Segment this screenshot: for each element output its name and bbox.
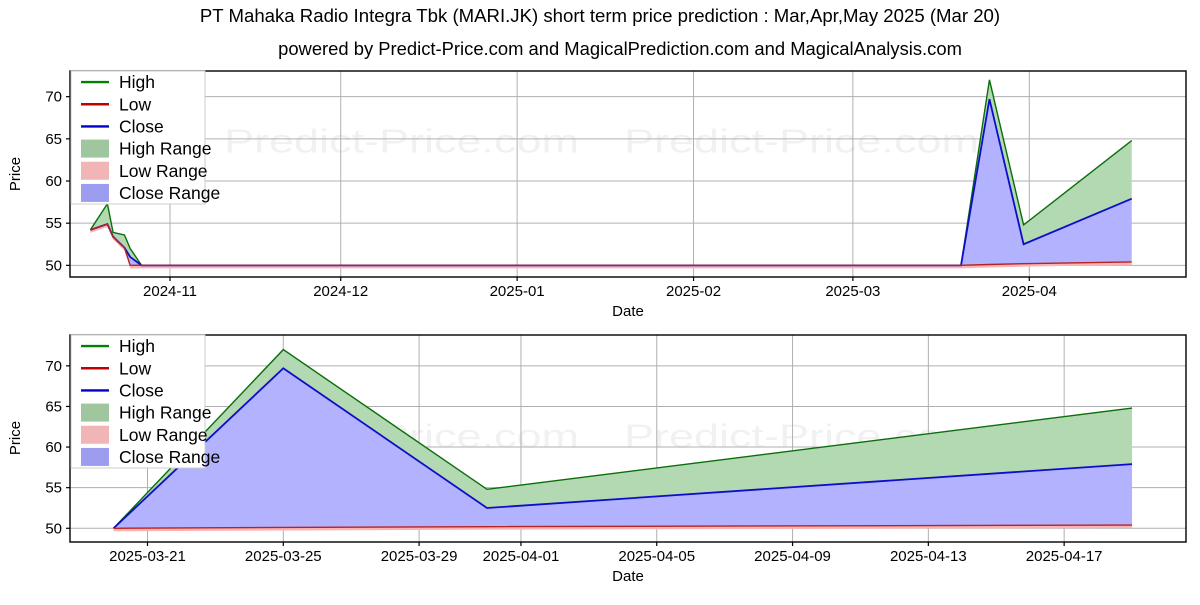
svg-text:Price: Price [7, 157, 24, 191]
svg-text:High: High [119, 336, 155, 356]
svg-text:55: 55 [45, 215, 62, 232]
svg-text:Price: Price [7, 421, 24, 455]
svg-text:Close Range: Close Range [119, 183, 220, 203]
svg-text:High Range: High Range [119, 403, 211, 423]
svg-text:Close: Close [119, 380, 164, 400]
svg-text:Close: Close [119, 116, 164, 136]
svg-text:Low: Low [119, 94, 151, 114]
svg-text:50: 50 [45, 257, 62, 274]
svg-text:High: High [119, 72, 155, 92]
svg-text:Predict-Price.com: Predict-Price.com [624, 123, 979, 160]
svg-text:2025-03-21: 2025-03-21 [109, 548, 186, 565]
svg-text:2025-04-01: 2025-04-01 [483, 548, 560, 565]
svg-text:powered by Predict-Price.com a: powered by Predict-Price.com and Magical… [278, 38, 962, 59]
svg-text:2024-12: 2024-12 [313, 283, 368, 300]
svg-text:2025-04-05: 2025-04-05 [618, 548, 695, 565]
svg-text:60: 60 [45, 439, 62, 456]
svg-text:55: 55 [45, 480, 62, 497]
svg-text:2025-01: 2025-01 [490, 283, 545, 300]
svg-text:2025-04-13: 2025-04-13 [890, 548, 967, 565]
svg-text:PT Mahaka Radio Integra Tbk (M: PT Mahaka Radio Integra Tbk (MARI.JK) sh… [200, 5, 1000, 26]
svg-text:2025-04-09: 2025-04-09 [754, 548, 831, 565]
svg-text:Predict-Price.com: Predict-Price.com [224, 123, 579, 160]
svg-text:2025-03-25: 2025-03-25 [245, 548, 322, 565]
svg-text:Low Range: Low Range [119, 425, 208, 445]
svg-text:Low: Low [119, 358, 151, 378]
svg-text:Low Range: Low Range [119, 161, 208, 181]
svg-text:65: 65 [45, 398, 62, 415]
svg-text:70: 70 [45, 89, 62, 106]
svg-text:2025-03: 2025-03 [825, 283, 880, 300]
svg-text:2025-02: 2025-02 [666, 283, 721, 300]
svg-text:Date: Date [612, 568, 644, 585]
svg-text:60: 60 [45, 173, 62, 190]
svg-text:2025-04: 2025-04 [1002, 283, 1057, 300]
svg-text:Close Range: Close Range [119, 447, 220, 467]
svg-text:2025-03-29: 2025-03-29 [381, 548, 458, 565]
svg-text:2025-04-17: 2025-04-17 [1026, 548, 1103, 565]
svg-text:High Range: High Range [119, 139, 211, 159]
svg-text:70: 70 [45, 358, 62, 375]
svg-text:50: 50 [45, 520, 62, 537]
svg-text:2024-11: 2024-11 [143, 283, 197, 300]
svg-text:65: 65 [45, 131, 62, 148]
svg-text:Date: Date [612, 303, 644, 320]
